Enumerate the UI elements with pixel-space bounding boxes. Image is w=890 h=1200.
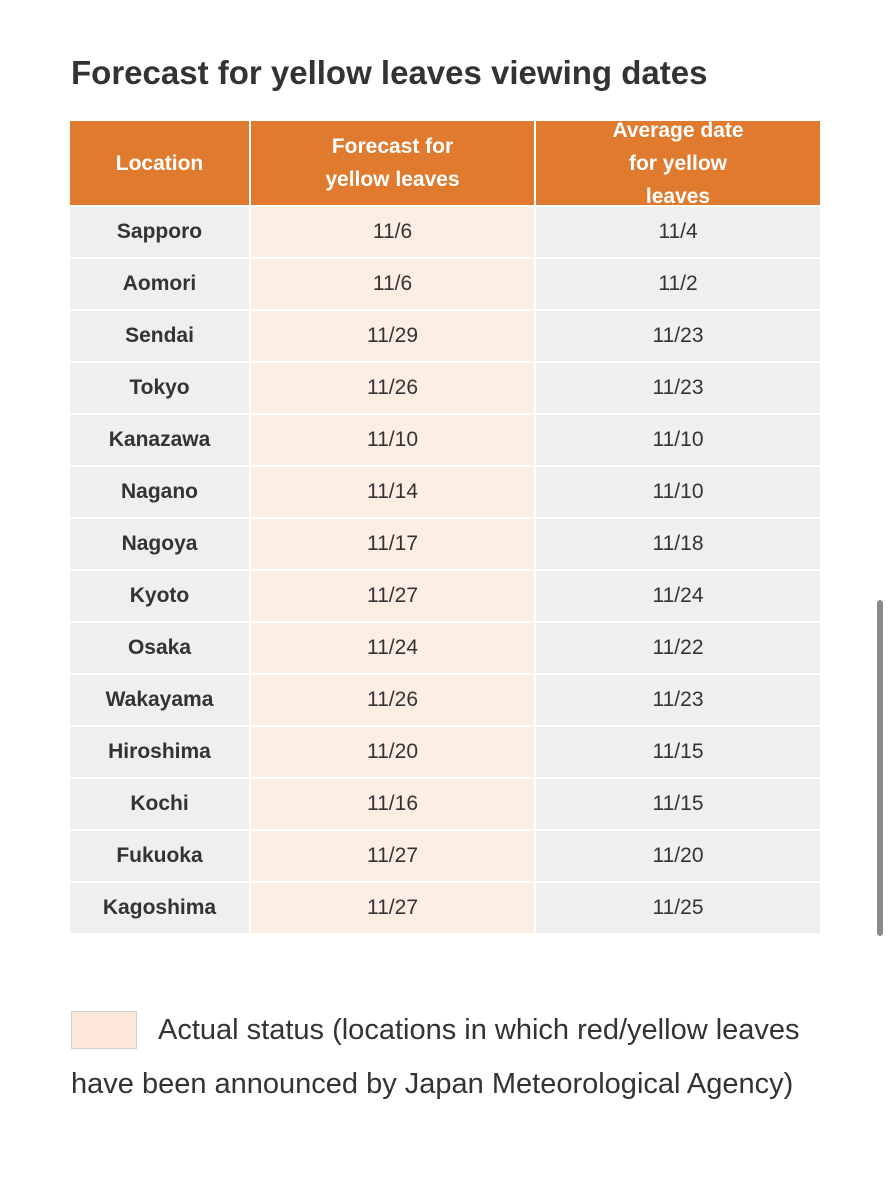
location-cell: Sendai bbox=[70, 311, 249, 361]
forecast-cell: 11/17 bbox=[251, 519, 534, 569]
average-cell: 11/10 bbox=[536, 415, 820, 465]
forecast-cell: 11/27 bbox=[251, 571, 534, 621]
forecast-cell: 11/27 bbox=[251, 831, 534, 881]
average-cell: 11/18 bbox=[536, 519, 820, 569]
forecast-cell: 11/24 bbox=[251, 623, 534, 673]
average-cell: 11/23 bbox=[536, 675, 820, 725]
table: Location Forecast for yellow leaves Averag… bbox=[70, 119, 820, 933]
location-cell: Hiroshima bbox=[70, 727, 249, 777]
forecast-cell: 11/10 bbox=[251, 415, 534, 465]
forecast-cell: 11/27 bbox=[251, 883, 534, 933]
average-cell: 11/15 bbox=[536, 779, 820, 829]
average-cell: 11/2 bbox=[536, 259, 820, 309]
average-cell: 11/20 bbox=[536, 831, 820, 881]
forecast-cell: 11/29 bbox=[251, 311, 534, 361]
forecast-cell: 11/16 bbox=[251, 779, 534, 829]
average-cell: 11/24 bbox=[536, 571, 820, 621]
average-cell: 11/15 bbox=[536, 727, 820, 777]
location-cell: Kagoshima bbox=[70, 883, 249, 933]
average-cell: 11/23 bbox=[536, 311, 820, 361]
average-cell: 11/10 bbox=[536, 467, 820, 517]
average-cell: 11/4 bbox=[536, 207, 820, 257]
location-cell: Nagoya bbox=[70, 519, 249, 569]
location-cell: Tokyo bbox=[70, 363, 249, 413]
location-cell: Osaka bbox=[70, 623, 249, 673]
forecast-cell: 11/20 bbox=[251, 727, 534, 777]
header-cell: Forecast for yellow leaves bbox=[251, 121, 534, 205]
forecast-cell: 11/26 bbox=[251, 675, 534, 725]
location-cell: Kyoto bbox=[70, 571, 249, 621]
header-cell: Location bbox=[70, 121, 249, 205]
scrollbar bbox=[877, 600, 883, 936]
location-cell: Kochi bbox=[70, 779, 249, 829]
location-cell: Kanazawa bbox=[70, 415, 249, 465]
title: Forecast for yellow leaves viewing dates bbox=[71, 54, 708, 91]
legend-swatch bbox=[71, 1011, 137, 1049]
forecast-cell: 11/14 bbox=[251, 467, 534, 517]
location-cell: Aomori bbox=[70, 259, 249, 309]
location-cell: Sapporo bbox=[70, 207, 249, 257]
legend-label: Actual status (locations in which red/ye… bbox=[71, 1014, 800, 1100]
forecast-cell: 11/6 bbox=[251, 259, 534, 309]
location-cell: Nagano bbox=[70, 467, 249, 517]
forecast-cell: 11/6 bbox=[251, 207, 534, 257]
forecast-cell: 11/26 bbox=[251, 363, 534, 413]
location-cell: Wakayama bbox=[70, 675, 249, 725]
average-cell: 11/25 bbox=[536, 883, 820, 933]
average-cell: 11/22 bbox=[536, 623, 820, 673]
location-cell: Fukuoka bbox=[70, 831, 249, 881]
average-cell: 11/23 bbox=[536, 363, 820, 413]
header-cell: Average date for yellow leaves bbox=[536, 119, 820, 208]
